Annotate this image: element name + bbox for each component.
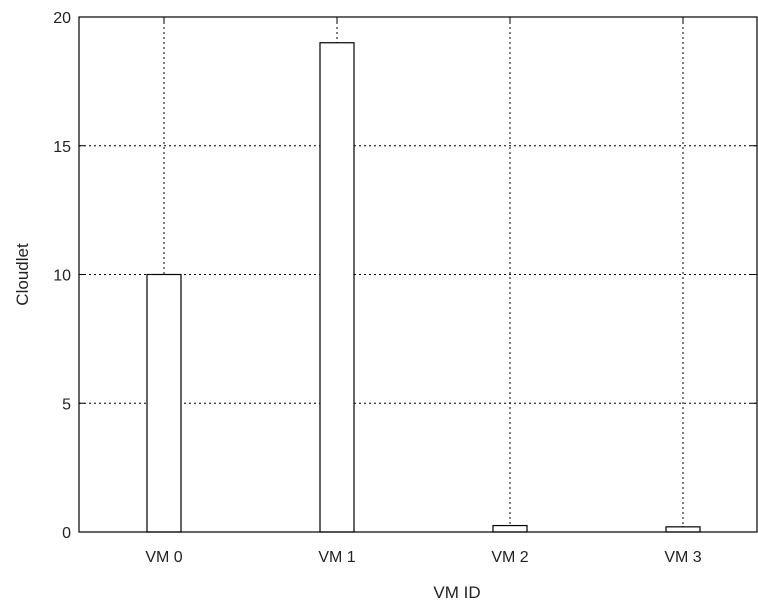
- bar-vm-1: [319, 42, 355, 533]
- y-tick-label: 10: [53, 268, 71, 285]
- x-tick-label: VM 2: [491, 549, 528, 566]
- bar-vm-3: [665, 526, 701, 533]
- x-tick-label: VM 0: [145, 549, 182, 566]
- y-tick-label: 0: [62, 525, 71, 542]
- y-tick-labels: 0 5 10 15 20: [53, 10, 71, 542]
- y-tick-label: 5: [62, 396, 71, 413]
- x-tick-label: VM 3: [664, 549, 701, 566]
- y-tick-label: 20: [53, 10, 71, 27]
- bar-vm-2: [492, 524, 528, 533]
- x-axis-label: VM ID: [433, 583, 480, 602]
- x-tick-labels: VM 0 VM 1 VM 2 VM 3: [145, 549, 701, 566]
- bar-vm-0: [146, 273, 182, 533]
- y-axis-label: Cloudlet: [13, 243, 32, 306]
- bars: [146, 42, 701, 533]
- x-tick-label: VM 1: [318, 549, 355, 566]
- plot-frame: [78, 16, 758, 533]
- axes: [78, 16, 758, 533]
- y-tick-label: 15: [53, 139, 71, 156]
